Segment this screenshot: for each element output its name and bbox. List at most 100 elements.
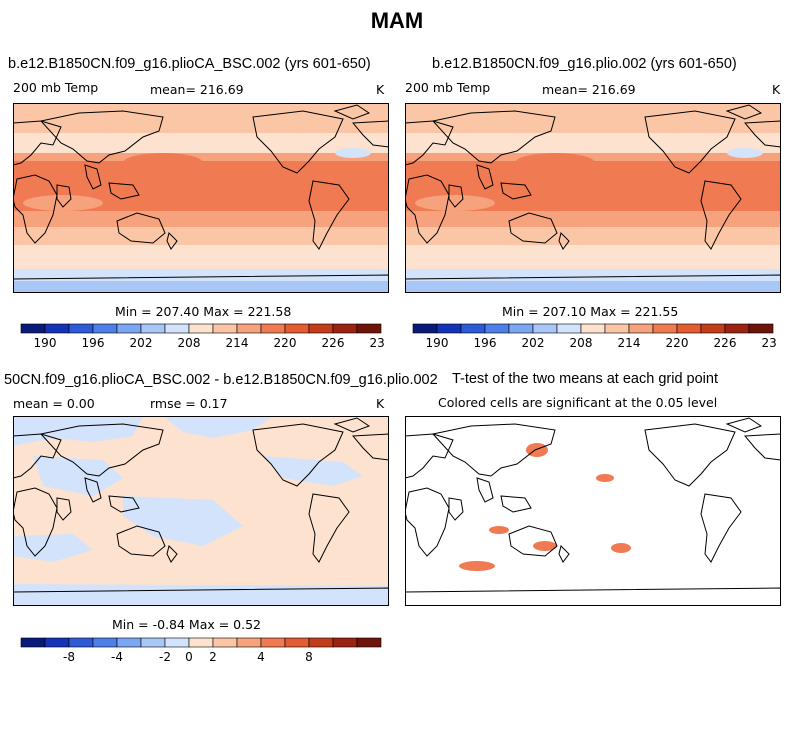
colorbar-swatch	[68, 637, 94, 648]
coastline	[743, 433, 781, 461]
panel3-colorbar: -8 -4 -2 0 2 4 8	[20, 637, 382, 663]
field-band	[13, 103, 389, 133]
coastline	[333, 417, 371, 433]
colorbar-tick-label: 196	[82, 336, 105, 349]
panel1-title: b.e12.B1850CN.f09_g16.plioCA_BSC.002 (yr…	[8, 56, 371, 72]
field-band	[405, 227, 781, 245]
coastline	[432, 423, 556, 477]
colorbar-tick-label: 232	[762, 336, 776, 349]
coastline	[351, 433, 389, 461]
colorbar-swatch	[652, 323, 678, 334]
panel2-minmax: Min = 207.10 Max = 221.55	[502, 304, 679, 319]
significant-cell	[489, 526, 509, 534]
warm-lobe	[123, 153, 203, 173]
colorbar-tick-label: 4	[257, 650, 265, 663]
colorbar-tick-label: 214	[618, 336, 641, 349]
warm-lobe	[415, 195, 495, 211]
cool-patch	[727, 148, 763, 158]
coastline	[108, 495, 140, 513]
significant-cell	[596, 474, 614, 482]
panel3-title: 50CN.f09_g16.plioCA_BSC.002 - b.e12.B185…	[4, 372, 438, 388]
field-band	[405, 416, 781, 606]
colorbar-tick-label: 202	[522, 336, 545, 349]
coastline	[725, 417, 763, 433]
colorbar-tick-label: 196	[474, 336, 497, 349]
map-frame	[405, 103, 781, 293]
colorbar-swatch	[484, 323, 510, 334]
colorbar-swatch	[532, 323, 558, 334]
colorbar-swatch	[236, 637, 262, 648]
coastline	[508, 525, 558, 557]
negative-anomaly	[13, 584, 389, 606]
colorbar-tick-label: -2	[159, 650, 171, 663]
coastline	[308, 180, 350, 250]
map-frame	[13, 416, 389, 606]
negative-anomaly	[33, 456, 123, 496]
field-band	[405, 103, 781, 133]
colorbar-swatch	[724, 323, 750, 334]
negative-anomaly	[13, 534, 93, 562]
coastline	[743, 120, 781, 148]
coastline	[558, 232, 570, 250]
panel2-colorbar: 190 196 202 208 214 220 226 232	[412, 323, 776, 349]
colorbar-tick-label: -8	[63, 650, 75, 663]
coastline	[56, 184, 72, 208]
coastline	[558, 545, 570, 563]
colorbar-swatch	[508, 323, 534, 334]
colorbar-swatch	[68, 323, 94, 334]
colorbar-swatch	[188, 323, 214, 334]
panel3-rmse-label: rmse = 0.17	[150, 396, 228, 411]
colorbar-swatch	[164, 637, 190, 648]
colorbar-swatch	[356, 323, 382, 334]
warm-lobe	[515, 153, 595, 173]
colorbar-swatch	[748, 323, 774, 334]
coastline	[13, 587, 389, 606]
panel1-minmax: Min = 207.40 Max = 221.58	[115, 304, 292, 319]
colorbar-swatch	[236, 323, 262, 334]
warm-lobe	[23, 195, 103, 211]
colorbar-swatch	[676, 323, 702, 334]
coastline	[644, 110, 736, 174]
map-frame	[13, 103, 389, 293]
colorbar-swatch	[308, 323, 334, 334]
colorbar-swatch	[44, 323, 70, 334]
colorbar-swatch	[44, 637, 70, 648]
negative-anomaly	[163, 416, 273, 438]
coastline	[700, 180, 742, 250]
colorbar-tick-label: 208	[570, 336, 593, 349]
coastline	[166, 232, 178, 250]
coastline	[56, 497, 72, 521]
panel2-mean-label: mean= 216.69	[542, 82, 636, 97]
colorbar-tick-label: 190	[34, 336, 57, 349]
coastline	[405, 433, 454, 479]
coastline	[13, 487, 58, 557]
colorbar-swatch	[212, 637, 238, 648]
coastline	[405, 174, 450, 244]
coastline	[13, 274, 389, 293]
coastline	[84, 477, 102, 503]
panel2-units-label: K	[772, 82, 781, 97]
field-band	[13, 133, 389, 153]
colorbar-tick-label: 8	[305, 650, 313, 663]
colorbar-swatch	[284, 637, 310, 648]
field-band	[405, 281, 781, 293]
colorbar-tick-label: 190	[426, 336, 449, 349]
panel4-title: T-test of the two means at each grid poi…	[452, 371, 718, 387]
colorbar-swatch	[116, 637, 142, 648]
colorbar-tick-label: 220	[274, 336, 297, 349]
coastline	[500, 182, 532, 200]
colorbar-swatch	[700, 323, 726, 334]
colorbar-tick-label: 208	[178, 336, 201, 349]
colorbar-swatch	[260, 637, 286, 648]
colorbar-swatch	[412, 323, 438, 334]
coastline	[508, 212, 558, 244]
colorbar-swatch	[460, 323, 486, 334]
coastline	[308, 493, 350, 563]
colorbar-swatch	[20, 637, 46, 648]
significant-cell	[533, 541, 557, 551]
coastline	[252, 423, 344, 487]
negative-anomaly	[263, 456, 363, 486]
coastline	[40, 423, 164, 477]
coastline	[448, 184, 464, 208]
colorbar-swatch	[92, 637, 118, 648]
